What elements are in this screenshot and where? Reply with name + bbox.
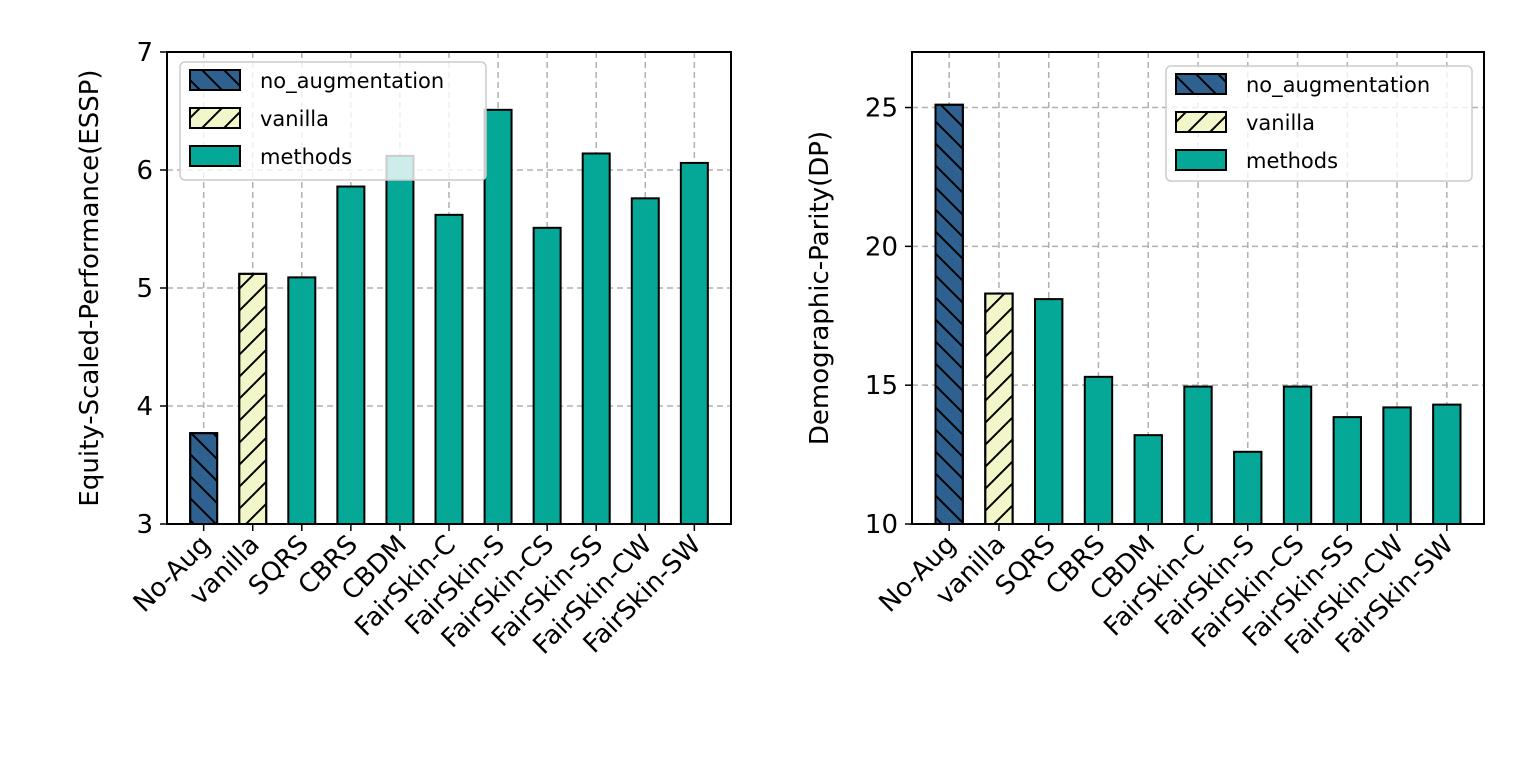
legend-label-vanilla: vanilla [1246,111,1315,135]
y-tick-label: 25 [865,94,898,124]
bar-sqrs [287,276,317,525]
y-tick-label: 15 [865,371,898,401]
legend-swatch-methods [189,145,241,167]
legend-label-no_augmentation: no_augmentation [1246,73,1430,98]
y-tick-label: 7 [136,38,153,68]
legend-box [179,61,487,181]
axes-frame [911,51,1485,525]
y-tick-label: 4 [136,392,153,422]
bar-fairskin-c [1183,385,1213,525]
bar-hatch [238,272,268,525]
bar-hatch [984,292,1014,525]
left-chart-panel: 34567No-AugvanillaSQRSCBRSCBDMFairSkin-C… [75,38,732,660]
bar-cbdm [1133,434,1163,526]
bar-fairskin-ss [581,152,611,525]
legend-swatch-hatch [189,69,241,91]
legend-box [1165,65,1473,182]
bar-fairskin-cs [1282,385,1313,525]
legend-label-methods: methods [260,145,352,169]
y-tick-label: 3 [136,510,153,540]
legend-swatch-hatch [189,107,241,129]
y-tick-label: 6 [136,156,153,186]
bar-fairskin-cw [1382,406,1412,526]
bar-fairskin-sw [679,161,709,525]
y-tick-label: 20 [865,232,898,262]
y-axis-label: Equity-Scaled-Performance(ESSP) [75,69,105,506]
legend-swatch-hatch [1175,73,1227,95]
legend-swatch-methods [1175,149,1227,171]
legend-label-methods: methods [1246,149,1338,173]
legend-label-vanilla: vanilla [260,107,329,131]
bar-fairskin-cw [630,197,660,525]
y-tick-label: 5 [136,274,153,304]
bar-hatch [189,432,219,526]
legend-label-no_augmentation: no_augmentation [260,69,444,94]
bar-fairskin-sw [1432,403,1462,525]
right-chart-panel: 10152025No-AugvanillaSQRSCBRSCBDMFairSki… [805,51,1485,660]
bar-fairskin-cs [532,226,562,525]
bar-fairskin-c [434,213,464,525]
bar-cbdm [385,154,415,525]
y-tick-label: 10 [865,510,898,540]
bar-fairskin-s [483,108,513,525]
bar-fairskin-ss [1332,416,1362,526]
y-axis-label: Demographic-Parity(DP) [805,131,835,445]
bar-cbrs [336,185,366,526]
bar-cbrs [1083,375,1114,525]
legend-swatch-hatch [1175,111,1227,133]
bar-sqrs [1034,298,1064,526]
bar-fairskin-s [1233,450,1263,525]
axes-frame [166,51,732,525]
bar-hatch [934,103,964,526]
